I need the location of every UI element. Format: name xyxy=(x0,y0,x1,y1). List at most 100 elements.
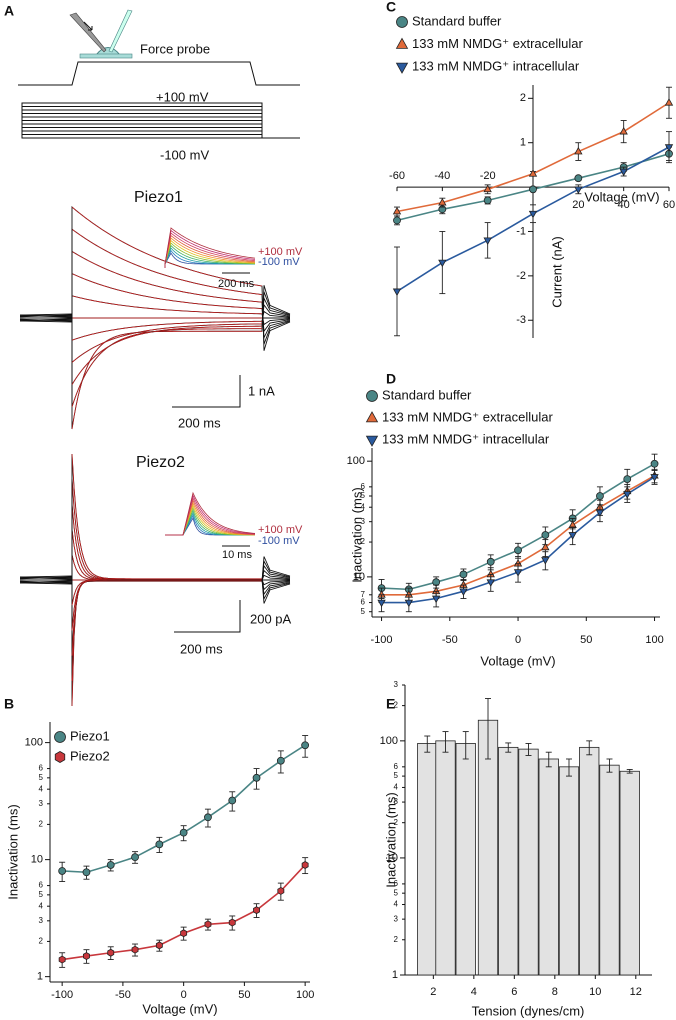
bar xyxy=(538,758,559,976)
marker xyxy=(459,588,468,597)
legend-label: Piezo2 xyxy=(70,748,110,763)
x-tick-label: 40 xyxy=(618,199,630,211)
y-tick-label: 3 xyxy=(39,916,44,925)
trace-fit xyxy=(71,453,262,580)
marker xyxy=(486,557,495,566)
voltage-steps xyxy=(21,102,300,139)
marker xyxy=(301,741,310,750)
trace-fit xyxy=(71,206,263,287)
marker xyxy=(528,169,538,177)
y-tick-label: 1 xyxy=(392,969,398,981)
series-line xyxy=(62,864,306,961)
y-tick-label: 3 xyxy=(39,799,44,808)
legend-marker xyxy=(366,390,378,402)
inset-scale: 200 ms xyxy=(218,278,255,290)
legend-marker xyxy=(395,37,409,49)
probe-icon xyxy=(69,9,133,59)
marker xyxy=(486,579,495,587)
x-tick-label: 8 xyxy=(552,986,558,998)
marker xyxy=(529,185,537,194)
y-tick-label: 6 xyxy=(394,879,399,888)
y-tick-label: 2 xyxy=(39,820,44,829)
marker xyxy=(438,259,447,268)
y-axis-label: Current (nA) xyxy=(549,236,564,308)
y-tick-label: 4 xyxy=(394,783,399,792)
x-tick-label: 100 xyxy=(645,634,663,646)
x-tick-label: 12 xyxy=(630,986,642,998)
y-tick-label: 5 xyxy=(361,491,366,500)
x-axis-label: Voltage (mV) xyxy=(142,1001,217,1016)
inset-trace xyxy=(165,491,256,536)
x-axis-label: Voltage (mV) xyxy=(584,189,659,204)
traces xyxy=(19,206,291,707)
x-tick-label: 0 xyxy=(515,634,521,646)
inset-label: -100 mV xyxy=(258,535,300,547)
marker xyxy=(204,813,212,822)
trace xyxy=(19,285,291,430)
x-tick-label: 50 xyxy=(238,989,250,1001)
x-tick-label: 20 xyxy=(572,199,584,211)
legend-label: 133 mM NMDG⁺ intracellular xyxy=(412,58,580,73)
inset-trace xyxy=(164,234,256,268)
y-tick-label: 5 xyxy=(394,771,399,780)
scale-label: 200 ms xyxy=(180,641,223,656)
x-tick-label: -100 xyxy=(371,634,393,646)
trace-fit xyxy=(71,579,262,606)
marker xyxy=(459,570,468,579)
y-tick-label: 5 xyxy=(39,890,44,899)
inset-label: -100 mV xyxy=(258,256,300,268)
y-tick-label: 10 xyxy=(353,571,365,583)
marker xyxy=(664,144,674,152)
y-tick-label: 4 xyxy=(39,901,44,910)
y-tick-label: 6 xyxy=(39,764,44,773)
y-tick-label: 3 xyxy=(394,680,399,689)
bar xyxy=(619,770,640,976)
x-tick-label: -40 xyxy=(434,170,450,182)
bar xyxy=(455,743,476,976)
series-line xyxy=(62,744,306,874)
y-tick-label: 5 xyxy=(394,888,399,897)
trace-fit xyxy=(71,580,262,681)
y-tick-label: 4 xyxy=(394,900,399,909)
panel-letter: C xyxy=(386,0,396,15)
y-tick-label: 1 xyxy=(520,137,526,149)
marker xyxy=(568,532,577,540)
marker xyxy=(228,796,237,805)
y-tick-label: 4 xyxy=(39,784,44,793)
bar xyxy=(435,740,456,976)
marker xyxy=(619,126,628,135)
marker xyxy=(574,146,583,155)
inset-trace xyxy=(164,244,256,268)
trace-fit xyxy=(71,479,262,580)
y-tick-label: -1 xyxy=(516,225,526,237)
marker xyxy=(277,886,285,895)
marker xyxy=(179,828,188,837)
legend-label: Standard buffer xyxy=(412,13,502,28)
marker xyxy=(483,237,492,246)
marker xyxy=(204,920,212,929)
y-tick-label: 2 xyxy=(361,537,366,546)
marker xyxy=(596,492,604,500)
marker xyxy=(438,197,447,206)
legend-marker xyxy=(365,411,379,423)
trace-title: Piezo2 xyxy=(136,454,185,471)
marker xyxy=(393,216,401,225)
trace xyxy=(19,296,291,387)
y-tick-label: 4 xyxy=(361,502,366,511)
inset-trace xyxy=(165,507,256,536)
x-tick-label: 0 xyxy=(181,989,187,1001)
inset-scale: 10 ms xyxy=(222,549,252,561)
legend-marker xyxy=(395,62,409,74)
marker xyxy=(107,948,115,957)
trace-fit xyxy=(71,328,263,407)
marker xyxy=(483,196,492,205)
marker xyxy=(650,459,659,468)
y-tick-label: 100 xyxy=(380,735,398,747)
marker xyxy=(431,595,441,604)
bar xyxy=(579,746,600,976)
x-tick-label: -100 xyxy=(51,989,73,1001)
legend-marker xyxy=(365,435,379,447)
y-tick-label: 100 xyxy=(347,455,365,467)
bar xyxy=(417,743,438,976)
y-tick-label: 6 xyxy=(39,881,44,890)
